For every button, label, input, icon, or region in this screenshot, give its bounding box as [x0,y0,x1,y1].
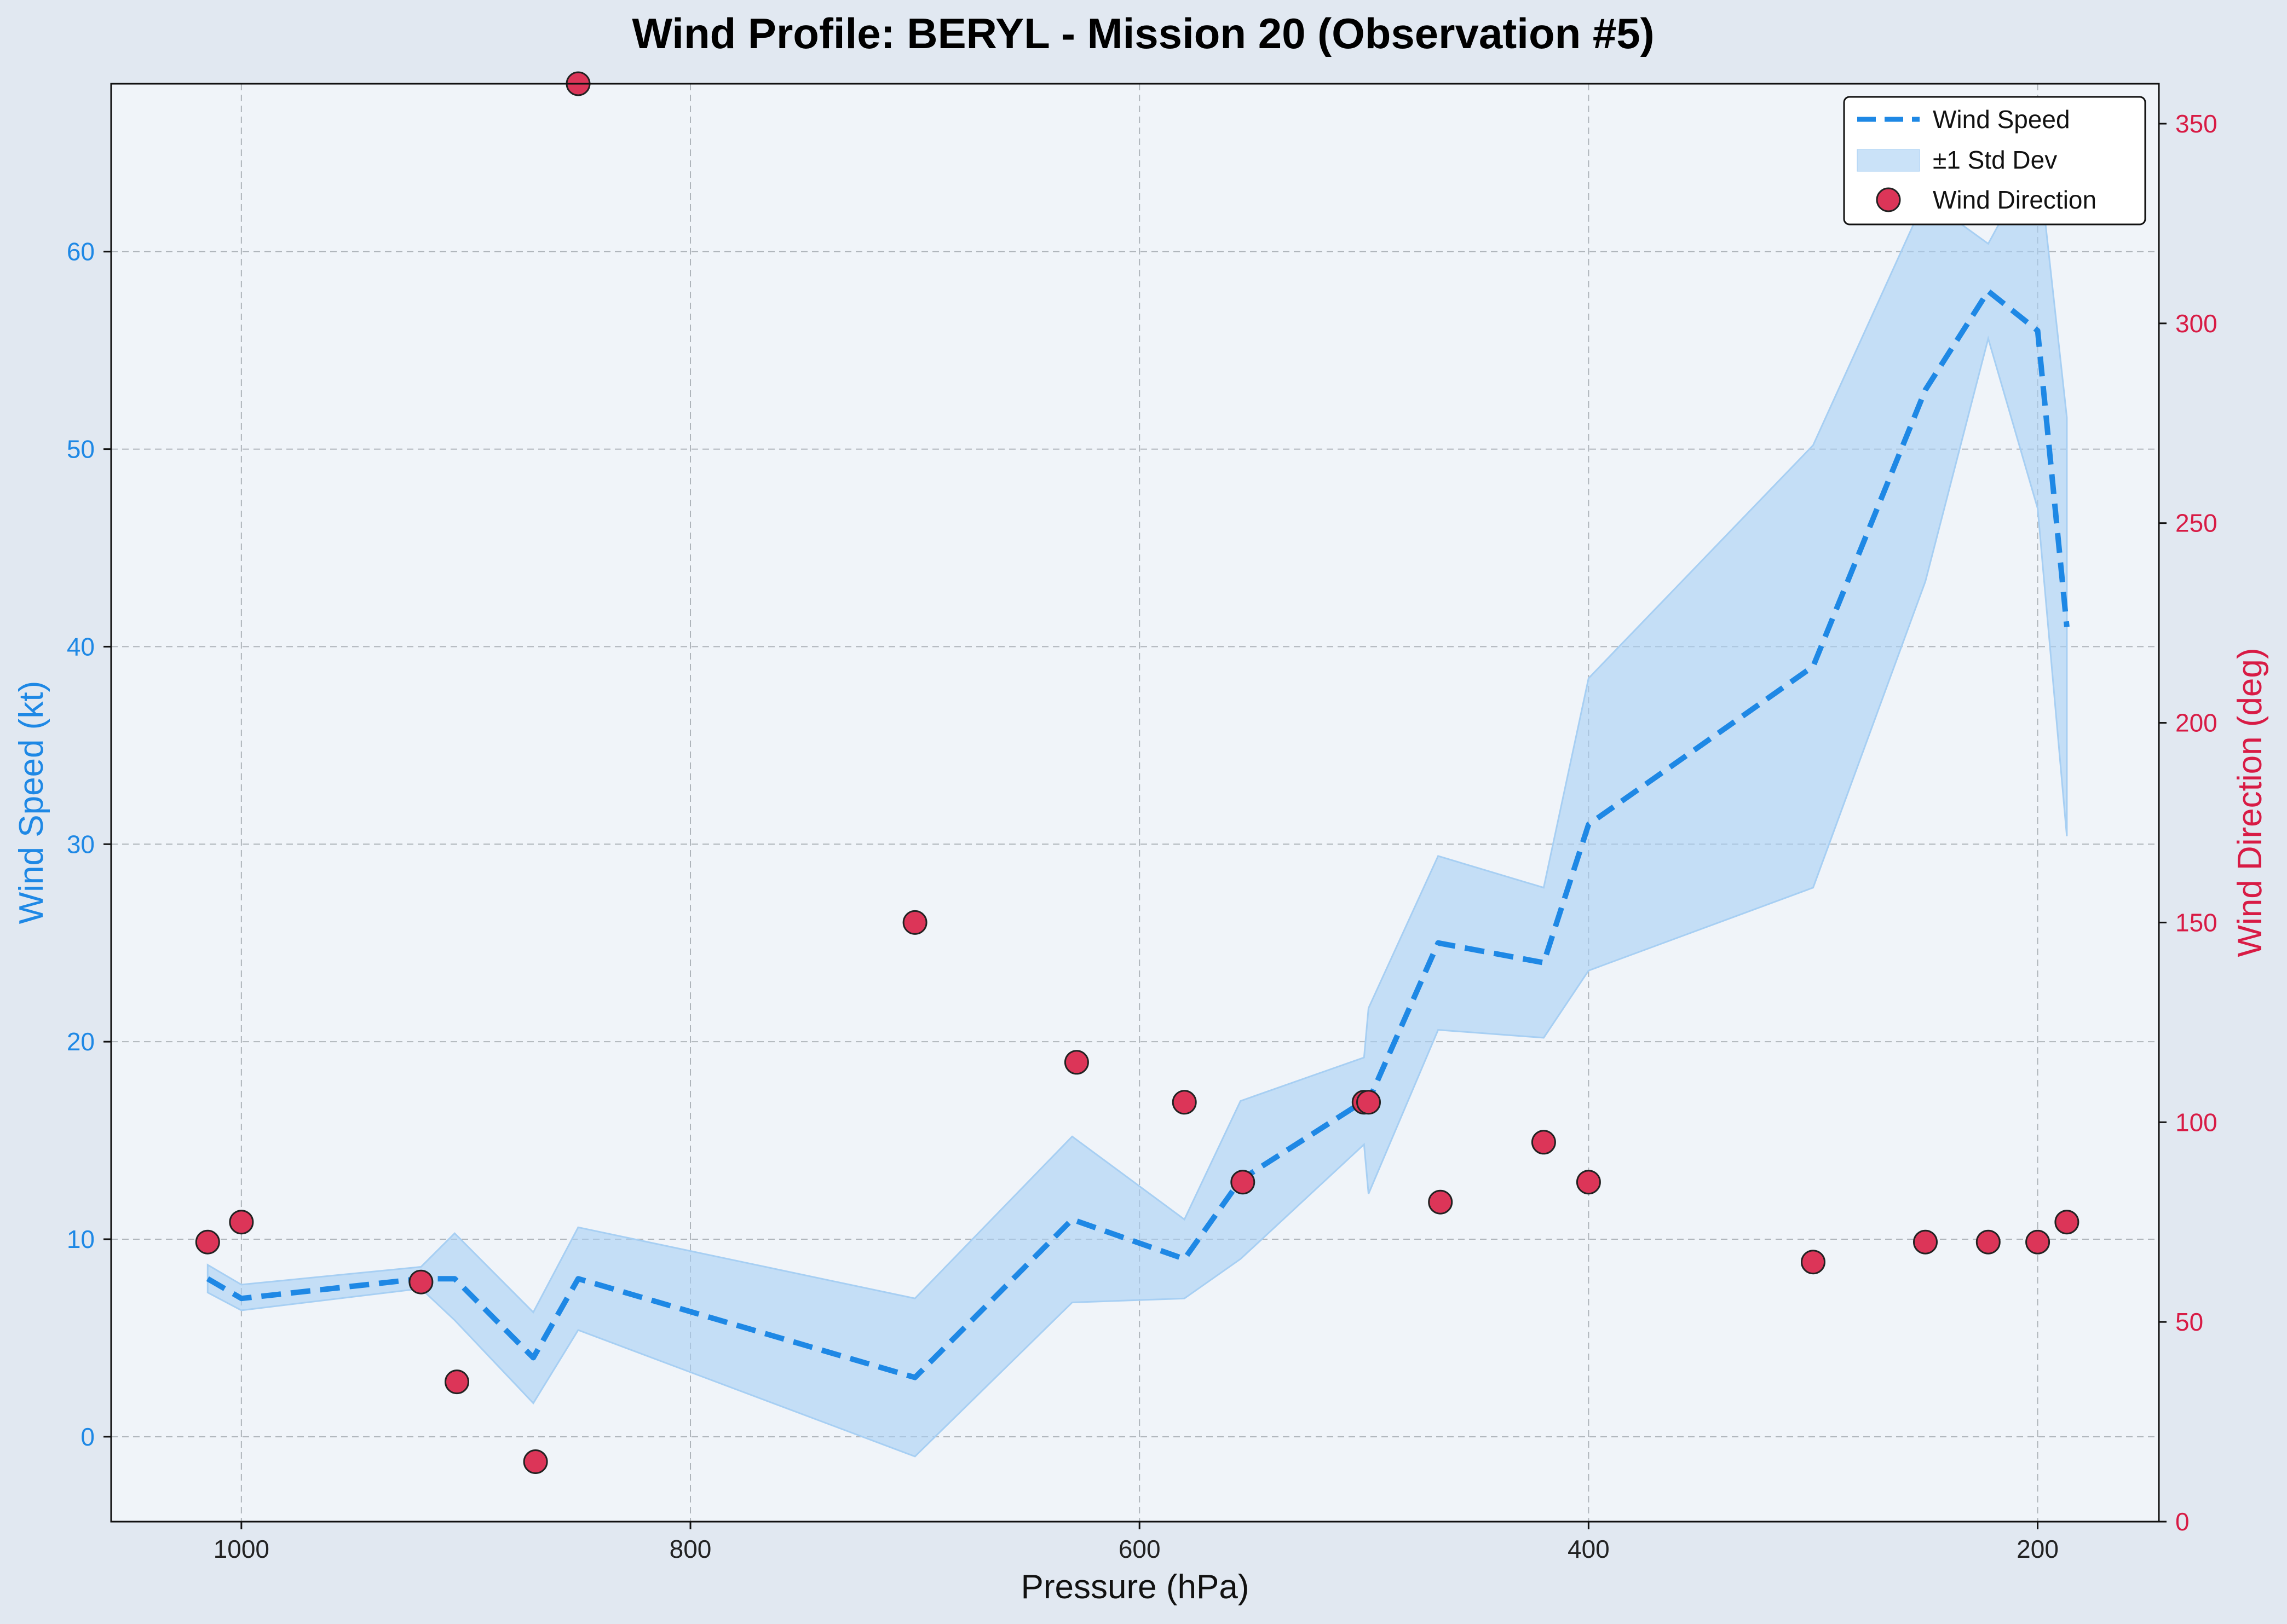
left-y-axis-ticks: 0 10 20 30 40 50 60 [67,238,111,1451]
wind-direction-point [1172,1090,1197,1115]
left-y-tick-label: 60 [67,238,95,266]
plot-frame [110,83,2160,1523]
wind-direction-point [1913,1229,1938,1255]
left-y-tick-label: 50 [67,435,95,464]
wind-direction-point [1356,1090,1381,1115]
right-y-tick-label: 50 [2175,1308,2203,1336]
wind-direction-point [195,1229,220,1255]
right-y-tick-label: 100 [2175,1108,2217,1136]
wind-direction-point [1064,1050,1089,1075]
x-tick-label: 200 [2017,1535,2059,1563]
left-y-tick-label: 0 [80,1423,95,1451]
wind-direction-point [1801,1250,1825,1275]
right-y-tick-label: 350 [2175,109,2217,138]
legend-wind-direction-swatch [1876,187,1901,212]
wind-speed-line-layer [206,288,2070,1380]
wind-direction-point [523,1449,548,1474]
legend-std-dev-swatch [1857,149,1920,172]
left-y-tick-label: 30 [67,830,95,858]
std-dev-band-layer [206,150,2068,1458]
wind-direction-point [1576,1170,1601,1195]
right-y-tick-label: 250 [2175,509,2217,538]
wind-direction-point [902,910,928,935]
legend-box [1843,96,2146,226]
wind-direction-point [1975,1229,2001,1255]
x-tick-label: 1000 [214,1535,269,1563]
legend-wind-speed-label: Wind Speed [1933,105,2070,134]
wind-direction-point [1428,1189,1453,1215]
right-y-tick-label: 200 [2175,709,2217,737]
right-y-tick-label: 150 [2175,908,2217,937]
wind-speed-line [206,288,2070,1380]
left-y-tick-label: 40 [67,632,95,661]
wind-direction-point [229,1210,254,1235]
x-axis-ticks: 1000 800 600 400 200 [214,1522,2059,1563]
wind-direction-points [195,71,2079,1474]
wind-direction-point [445,1369,469,1395]
plot-area [111,84,2159,1522]
right-y-axis-label: Wind Direction (deg) [2231,648,2269,957]
left-y-tick-label: 10 [67,1225,95,1253]
left-y-axis-label: Wind Speed (kt) [13,681,50,924]
chart-title: Wind Profile: BERYL - Mission 20 (Observ… [632,9,1654,57]
right-y-tick-label: 300 [2175,309,2217,338]
wind-direction-point [2025,1229,2050,1255]
x-tick-label: 600 [1119,1535,1161,1563]
wind-direction-point [1230,1170,1255,1195]
wind-direction-point [408,1269,434,1294]
x-axis-label: Pressure (hPa) [1021,1568,1249,1606]
wind-direction-point [2054,1210,2079,1235]
legend-wind-direction-label: Wind Direction [1933,186,2096,214]
legend-std-dev-label: ±1 Std Dev [1933,146,2057,174]
left-y-tick-label: 20 [67,1027,95,1056]
right-y-tick-label: 0 [2175,1507,2190,1536]
wind-direction-point [1531,1130,1556,1155]
x-tick-label: 400 [1568,1535,1610,1563]
std-dev-band [206,150,2068,1458]
right-y-axis-ticks: 0 50 100 150 200 250 300 350 [2159,109,2217,1536]
x-tick-label: 800 [670,1535,712,1563]
legend: Wind Speed ±1 Std Dev Wind Direction [1843,96,2146,226]
